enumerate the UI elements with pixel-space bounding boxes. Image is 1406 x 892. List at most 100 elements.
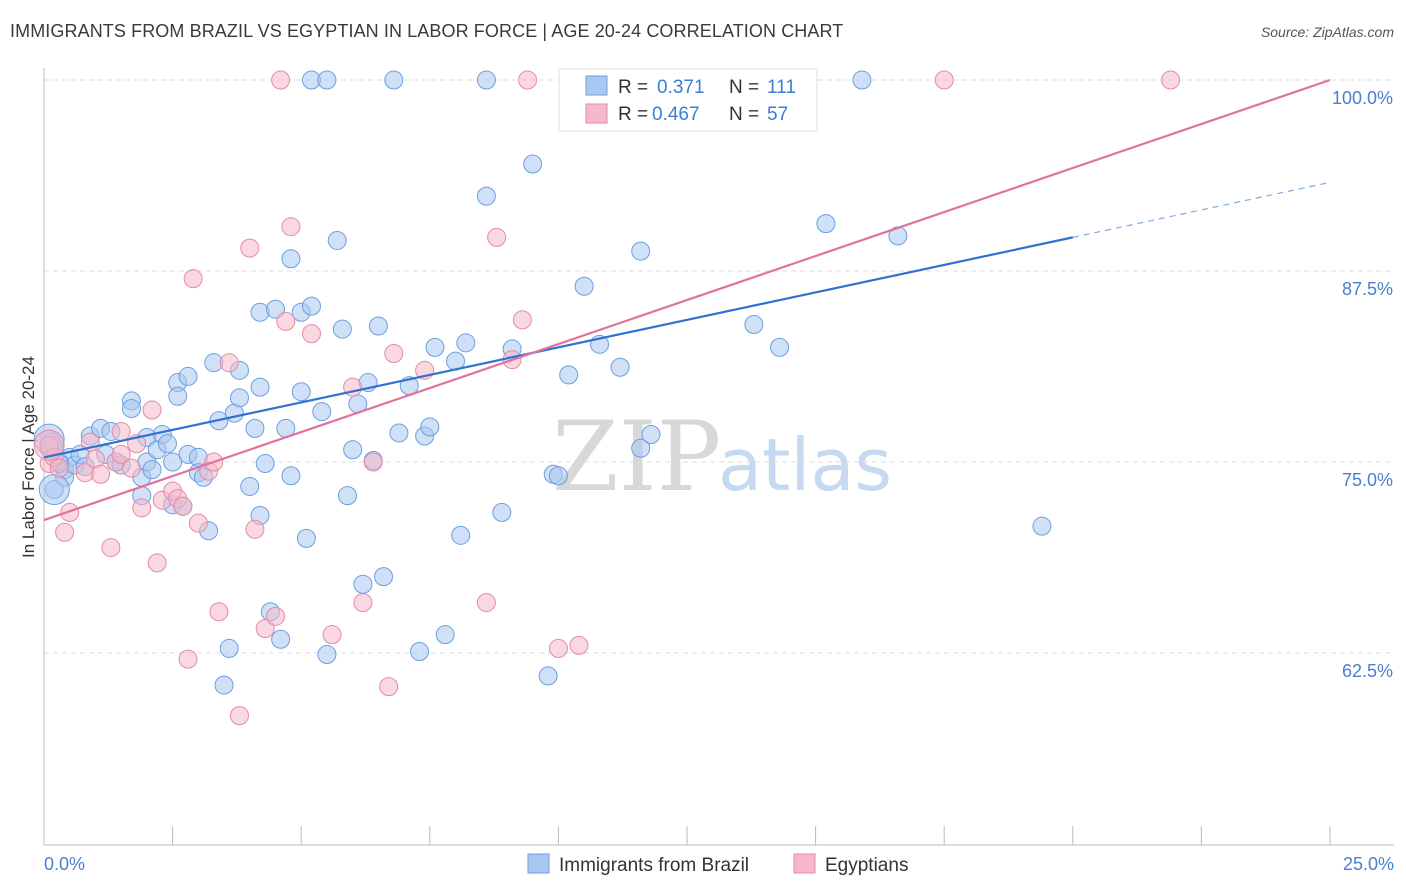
point-egyptians bbox=[101, 538, 121, 558]
point-brazil bbox=[353, 574, 373, 594]
point-brazil bbox=[374, 567, 394, 587]
point-brazil bbox=[548, 466, 568, 486]
series-legend-label-brazil: Immigrants from Brazil bbox=[559, 855, 749, 876]
y-axis-label: In Labor Force | Age 20-24 bbox=[19, 356, 38, 558]
point-brazil bbox=[420, 417, 440, 437]
scatter-points bbox=[33, 70, 1181, 726]
point-brazil bbox=[1032, 516, 1052, 536]
point-egyptians bbox=[49, 458, 69, 478]
point-egyptians bbox=[569, 635, 589, 655]
point-brazil bbox=[271, 629, 291, 649]
point-brazil bbox=[163, 452, 183, 472]
point-egyptians bbox=[219, 353, 239, 373]
point-egyptians bbox=[271, 70, 291, 90]
legend-r-value-brazil: 0.371 bbox=[657, 77, 705, 98]
point-brazil bbox=[852, 70, 872, 90]
point-brazil bbox=[456, 333, 476, 353]
point-egyptians bbox=[363, 452, 383, 472]
point-brazil bbox=[384, 70, 404, 90]
point-egyptians bbox=[281, 217, 301, 237]
stats-legend: R = 0.371 N = 111 R = 0.467 N = 57 bbox=[558, 68, 818, 132]
point-egyptians bbox=[353, 593, 373, 613]
legend-r-label-egyptians: R = bbox=[618, 104, 648, 125]
point-egyptians bbox=[276, 311, 296, 331]
point-brazil bbox=[337, 486, 357, 506]
point-brazil bbox=[538, 666, 558, 686]
point-brazil bbox=[327, 230, 347, 250]
point-egyptians bbox=[518, 70, 538, 90]
point-egyptians bbox=[512, 310, 532, 330]
point-brazil bbox=[770, 337, 790, 357]
point-egyptians bbox=[301, 324, 321, 344]
x-tick-label-min: 0.0% bbox=[44, 854, 85, 874]
point-brazil bbox=[492, 502, 512, 522]
point-egyptians bbox=[265, 606, 285, 626]
point-egyptians bbox=[142, 400, 162, 420]
y-tick-label: 75.0% bbox=[1342, 470, 1393, 490]
point-brazil bbox=[476, 70, 496, 90]
point-egyptians bbox=[209, 602, 229, 622]
point-egyptians bbox=[111, 444, 131, 464]
legend-n-label-brazil: N = bbox=[729, 77, 759, 98]
point-brazil bbox=[317, 70, 337, 90]
x-tick-label-max: 25.0% bbox=[1343, 854, 1394, 874]
point-brazil bbox=[312, 402, 332, 422]
point-brazil bbox=[559, 365, 579, 385]
point-brazil bbox=[641, 424, 661, 444]
point-brazil bbox=[250, 302, 270, 322]
point-egyptians bbox=[240, 238, 260, 258]
point-egyptians bbox=[322, 625, 342, 645]
y-tick-label: 62.5% bbox=[1342, 661, 1393, 681]
point-egyptians bbox=[487, 227, 507, 247]
point-egyptians bbox=[55, 522, 75, 542]
point-egyptians bbox=[91, 464, 111, 484]
legend-r-value-egyptians: 0.467 bbox=[652, 104, 700, 125]
point-brazil bbox=[425, 337, 445, 357]
series-legend-swatch-egyptians bbox=[793, 853, 816, 874]
legend-swatch-brazil bbox=[585, 75, 608, 96]
point-brazil bbox=[281, 466, 301, 486]
y-tick-label: 100.0% bbox=[1332, 88, 1393, 108]
point-brazil bbox=[255, 454, 275, 474]
series-legend: Immigrants from Brazil Egyptians bbox=[527, 853, 908, 876]
point-egyptians bbox=[548, 638, 568, 658]
point-large-egyptians bbox=[33, 429, 65, 461]
point-brazil bbox=[435, 625, 455, 645]
legend-r-label-brazil: R = bbox=[618, 77, 648, 98]
point-brazil bbox=[245, 418, 265, 438]
point-brazil bbox=[178, 366, 198, 386]
legend-n-label-egyptians: N = bbox=[729, 104, 759, 125]
point-egyptians bbox=[188, 513, 208, 533]
point-brazil bbox=[317, 645, 337, 665]
point-large-brazil bbox=[38, 474, 70, 506]
point-brazil bbox=[219, 638, 239, 658]
y-tick-labels: 62.5% 75.0% 87.5% 100.0% bbox=[1332, 88, 1393, 681]
point-brazil bbox=[332, 319, 352, 339]
point-brazil bbox=[744, 314, 764, 334]
point-brazil bbox=[214, 675, 234, 695]
point-egyptians bbox=[229, 706, 249, 726]
y-tick-label: 87.5% bbox=[1342, 279, 1393, 299]
point-brazil bbox=[451, 525, 471, 545]
legend-swatch-egyptians bbox=[585, 103, 608, 124]
point-brazil bbox=[476, 186, 496, 206]
point-brazil bbox=[291, 382, 311, 402]
point-brazil bbox=[523, 154, 543, 174]
trendline-egyptians bbox=[43, 78, 1331, 522]
point-egyptians bbox=[384, 344, 404, 364]
watermark-atlas: atlas bbox=[718, 423, 892, 507]
point-egyptians bbox=[255, 619, 275, 639]
point-brazil bbox=[610, 357, 630, 377]
point-brazil bbox=[389, 423, 409, 443]
point-egyptians bbox=[173, 496, 193, 516]
point-egyptians bbox=[1161, 70, 1181, 90]
point-brazil bbox=[157, 434, 177, 454]
point-brazil bbox=[240, 476, 260, 496]
point-egyptians bbox=[183, 269, 203, 289]
source-label: Source: ZipAtlas.com bbox=[1260, 24, 1394, 40]
point-brazil bbox=[631, 241, 651, 261]
point-brazil bbox=[410, 641, 430, 661]
series-legend-swatch-brazil bbox=[527, 853, 550, 874]
trend-lines bbox=[43, 78, 1331, 522]
